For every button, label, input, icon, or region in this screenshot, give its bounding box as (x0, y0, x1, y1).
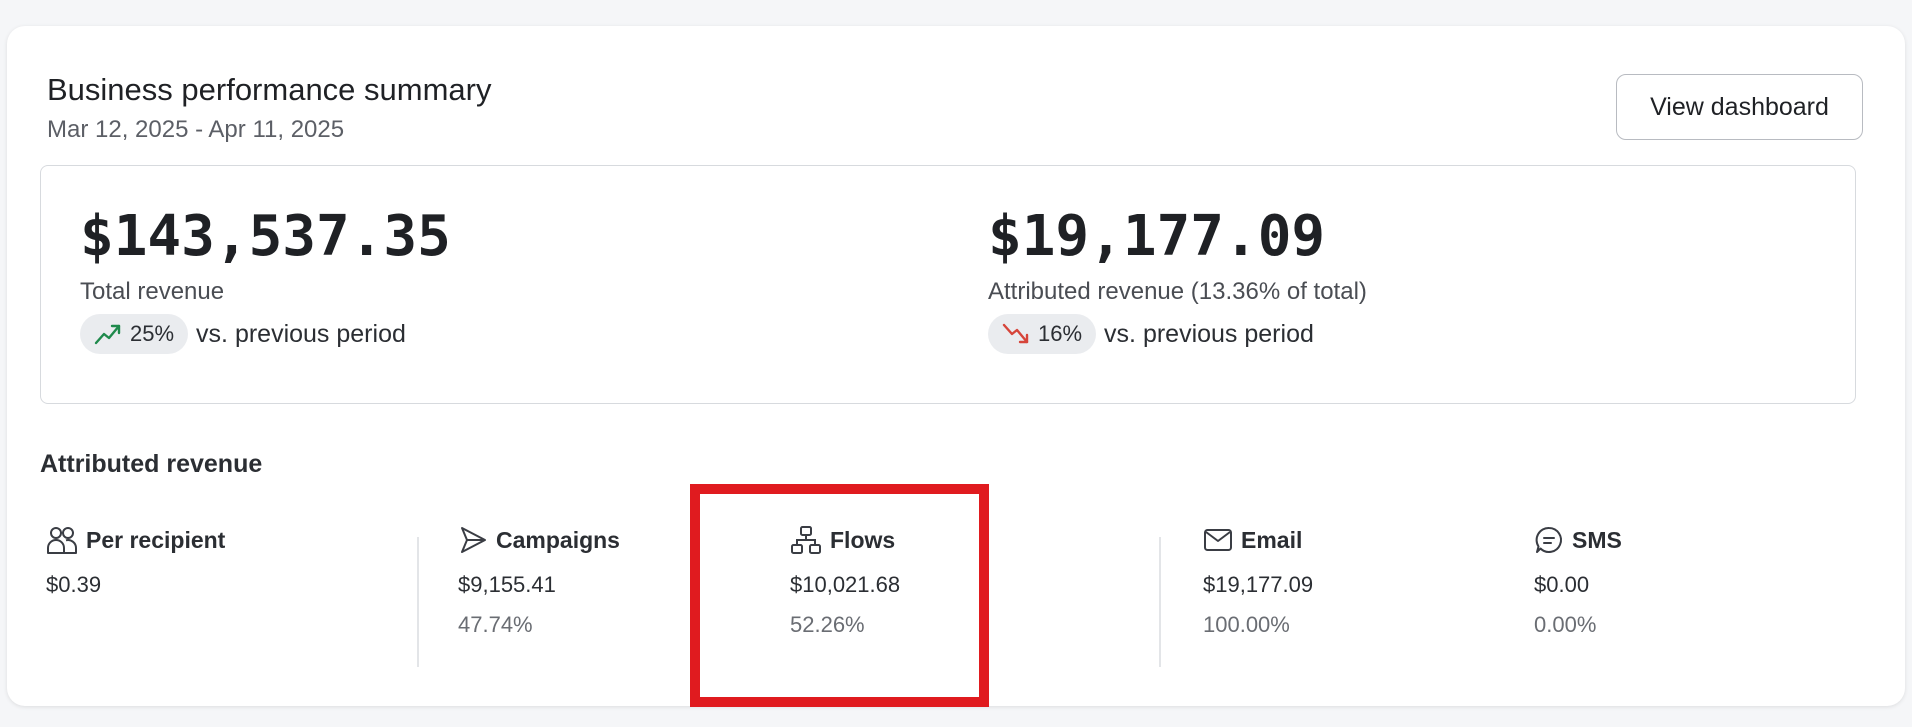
stat-percent: 100.00% (1203, 612, 1290, 637)
comparison-text: vs. previous period (1104, 319, 1314, 348)
mail-icon (1204, 529, 1232, 551)
comparison-text: vs. previous period (196, 319, 406, 348)
stat-value: $0.00 (1534, 572, 1590, 597)
stat-label: Per recipient (86, 526, 226, 553)
stat-label: Email (1241, 526, 1303, 553)
stat-per-recipient: Per recipient $0.39 (46, 520, 225, 598)
divider (417, 537, 419, 667)
total-revenue-label: Total revenue (80, 278, 225, 305)
flows-icon (791, 526, 821, 554)
stat-label: SMS (1572, 526, 1622, 553)
stat-percent: 52.26% (790, 612, 865, 637)
stat-label: Campaigns (496, 526, 620, 553)
total-revenue-metric: $143,537.35 Total revenue 25% vs. previo… (80, 206, 451, 354)
stat-value: $10,021.68 (790, 572, 901, 597)
sms-icon (1535, 526, 1562, 553)
change-percent: 16% (1038, 321, 1083, 346)
stat-flows: Flows $10,021.68 52.26% (790, 520, 900, 638)
send-icon (461, 527, 486, 553)
stat-sms: SMS $0.00 0.00% (1534, 520, 1622, 638)
attributed-revenue-change: 16% vs. previous period (988, 314, 1367, 354)
total-revenue-change: 25% vs. previous period (80, 314, 451, 354)
change-badge: 25% (80, 314, 189, 354)
stat-value: $19,177.09 (1203, 572, 1314, 597)
view-dashboard-button[interactable]: View dashboard (1616, 74, 1863, 140)
stat-value: $9,155.41 (458, 572, 556, 597)
page-title: Business performance summary (47, 72, 492, 107)
stat-percent: 47.74% (458, 612, 533, 637)
performance-summary-card: Business performance summary Mar 12, 202… (7, 26, 1905, 706)
change-percent: 25% (130, 321, 175, 346)
change-badge: 16% (988, 314, 1097, 354)
trend-down-icon (1002, 323, 1029, 344)
people-icon (47, 527, 77, 554)
total-revenue-value: $143,537.35 (80, 204, 451, 269)
attributed-revenue-value: $19,177.09 (988, 204, 1326, 269)
divider (1159, 537, 1161, 667)
attributed-revenue-metric: $19,177.09 Attributed revenue (13.36% of… (988, 206, 1367, 354)
stat-label: Flows (830, 526, 896, 553)
revenue-summary-box: $143,537.35 Total revenue 25% vs. previo… (40, 165, 1856, 404)
trend-up-icon (94, 324, 121, 345)
flows-highlight-box (690, 484, 989, 707)
date-range: Mar 12, 2025 - Apr 11, 2025 (47, 116, 345, 143)
stat-percent: 0.00% (1534, 612, 1597, 637)
attributed-revenue-label: Attributed revenue (13.36% of total) (988, 278, 1367, 305)
stat-campaigns: Campaigns $9,155.41 47.74% (458, 520, 620, 638)
stat-value: $0.39 (46, 572, 102, 597)
stat-email: Email $19,177.09 100.00% (1203, 520, 1313, 638)
attributed-revenue-heading: Attributed revenue (40, 450, 263, 478)
